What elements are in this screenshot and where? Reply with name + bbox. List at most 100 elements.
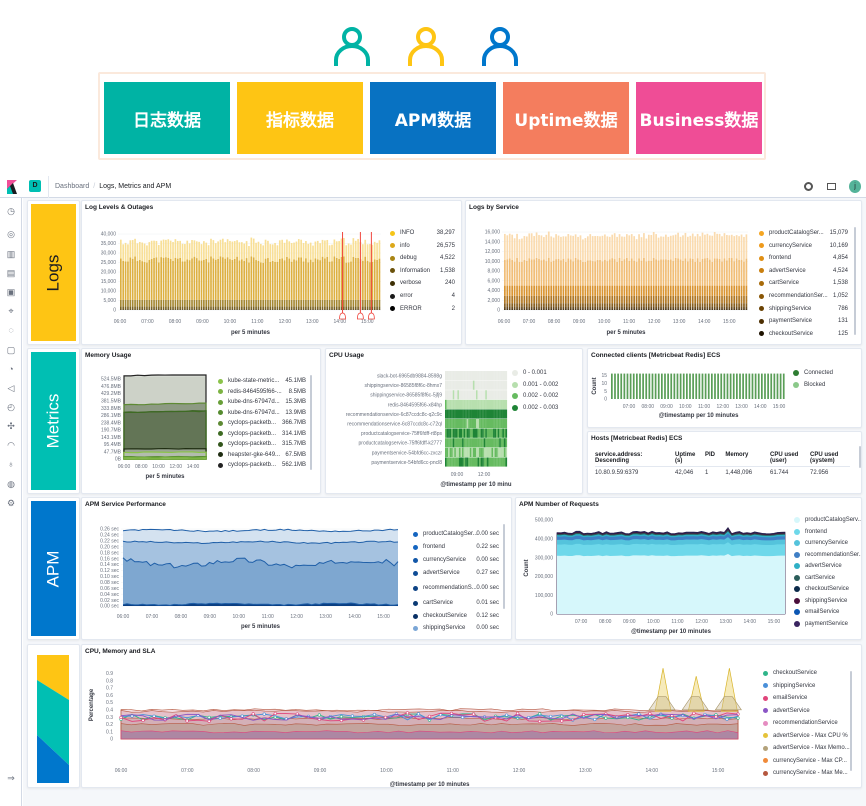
- column-header-pid[interactable]: PID: [705, 452, 726, 467]
- bell-annotation-icon[interactable]: [339, 312, 346, 320]
- legend-item[interactable]: heapster-gke-649... 67.5MB: [218, 450, 306, 460]
- legend-item[interactable]: productCatalogServ...: [794, 515, 861, 525]
- legend-item[interactable]: advertService 0.27 sec: [413, 568, 499, 578]
- legend-item[interactable]: shippingService 786: [759, 304, 848, 314]
- compass-icon[interactable]: ◎: [7, 229, 15, 239]
- legend-item[interactable]: advertService - Max Memo...: [763, 743, 850, 753]
- data-type-tile[interactable]: Business数据: [636, 82, 762, 154]
- legend-item[interactable]: checkoutService 125: [759, 329, 848, 339]
- legend-item[interactable]: checkoutService 0.12 sec: [413, 611, 499, 621]
- canvas-icon[interactable]: ▣: [6, 287, 16, 297]
- legend-item[interactable]: kube-dns-67947d... 13.9MB: [218, 408, 306, 418]
- legend-scrollbar[interactable]: [503, 524, 505, 609]
- legend-item[interactable]: Information 1,538: [390, 266, 455, 276]
- legend-item[interactable]: paymentService: [794, 619, 848, 629]
- legend-item[interactable]: debug 4,522: [390, 253, 455, 263]
- legend-item[interactable]: advertService - Max CPU %: [763, 731, 848, 741]
- legend-item[interactable]: 0.002 - 0.003: [512, 403, 558, 413]
- legend-item[interactable]: error 4: [390, 291, 455, 301]
- table-scrollbar[interactable]: [859, 446, 861, 468]
- legend-item[interactable]: 0.001 - 0.002: [512, 380, 558, 390]
- data-type-tile[interactable]: 指标数据: [237, 82, 363, 154]
- monitoring-icon[interactable]: ◍: [7, 479, 15, 489]
- legend-item[interactable]: frontend 4,854: [759, 253, 848, 263]
- newsfeed-mail-icon[interactable]: [827, 183, 836, 190]
- column-header-memory[interactable]: Memory: [725, 452, 770, 467]
- help-icon[interactable]: [804, 182, 813, 191]
- legend-item[interactable]: currencyService 0.00 sec: [413, 555, 499, 565]
- legend-item[interactable]: cyclops-packetb... 315.7MB: [218, 439, 306, 449]
- legend-item[interactable]: currencyService - Max Me...: [763, 768, 848, 778]
- kibana-logo-icon[interactable]: [5, 179, 19, 195]
- legend-item[interactable]: verbose 240: [390, 278, 455, 288]
- column-header-uptime[interactable]: Uptime (s): [675, 452, 705, 467]
- bell-annotation-icon[interactable]: [367, 312, 375, 320]
- legend-item[interactable]: recommendationS... 0.00 sec: [413, 583, 499, 593]
- legend-scrollbar[interactable]: [310, 375, 312, 470]
- dev-tools-icon[interactable]: ♁: [7, 459, 15, 469]
- dashboard-icon[interactable]: ▤: [6, 268, 16, 278]
- legend-item[interactable]: emailService: [763, 693, 807, 703]
- maps-icon[interactable]: ⌖: [8, 306, 14, 316]
- legend-item[interactable]: cyclops-packetb... 314.1MB: [218, 429, 306, 439]
- legend-item[interactable]: currencyService - Max CP...: [763, 756, 847, 766]
- legend-item[interactable]: checkoutService: [763, 668, 817, 678]
- legend-item[interactable]: advertService: [794, 561, 842, 571]
- bell-annotation-icon[interactable]: [356, 312, 364, 320]
- legend-item[interactable]: kube-dns-67947d... 15.3MB: [218, 397, 306, 407]
- legend-item[interactable]: currencyService 10,169: [759, 241, 848, 251]
- legend-item[interactable]: currencyService: [794, 538, 848, 548]
- legend-item[interactable]: cyclops-packetb... 366.7MB: [218, 418, 306, 428]
- legend-item[interactable]: frontend: [794, 527, 827, 537]
- siem-icon[interactable]: ✣: [7, 421, 15, 431]
- column-header-cpu-system[interactable]: CPU used (system): [810, 452, 850, 467]
- legend-item[interactable]: recommendationSer... 1,052: [759, 291, 848, 301]
- legend-item[interactable]: ERROR 2: [390, 304, 455, 314]
- legend-item[interactable]: productCatalogSer... 0.00 sec: [413, 529, 499, 539]
- legend-item[interactable]: Blocked: [793, 380, 825, 390]
- legend-item[interactable]: cartService: [794, 573, 835, 583]
- legend-item[interactable]: productCatalogSer... 15,079: [759, 228, 848, 238]
- visualize-icon[interactable]: ▥: [6, 249, 16, 259]
- management-icon[interactable]: ⚙: [6, 498, 16, 508]
- legend-item[interactable]: advertService 4,524: [759, 266, 848, 276]
- breadcrumb-dashboard-link[interactable]: Dashboard: [55, 183, 90, 190]
- legend-item[interactable]: shippingService: [794, 596, 847, 606]
- legend-item[interactable]: cyclops-packetb... 562.1MB: [218, 460, 306, 470]
- legend-item[interactable]: recommendationSer...: [794, 550, 861, 560]
- ml-icon[interactable]: ◌: [8, 325, 14, 335]
- legend-item[interactable]: paymentService 131: [759, 316, 848, 326]
- column-header-cpu-user[interactable]: CPU used (user): [770, 452, 810, 467]
- legend-item[interactable]: Connected: [793, 368, 833, 378]
- logs-icon[interactable]: ◔: [8, 364, 14, 374]
- legend-scrollbar[interactable]: [850, 671, 852, 771]
- data-type-tile[interactable]: Uptime数据: [503, 82, 629, 154]
- legend-item[interactable]: 0 - 0.001: [512, 368, 547, 378]
- collapse-nav-icon[interactable]: ⇒: [7, 773, 15, 783]
- legend-item[interactable]: frontend 0.22 sec: [413, 542, 499, 552]
- legend-item[interactable]: info 26,575: [390, 241, 455, 251]
- data-type-tile[interactable]: APM数据: [370, 82, 496, 154]
- legend-item[interactable]: shippingService: [763, 681, 815, 691]
- user-avatar[interactable]: j: [849, 180, 861, 193]
- legend-item[interactable]: redis-8464595f66-... 8.5MB: [218, 387, 306, 397]
- legend-item[interactable]: cartService 0.01 sec: [413, 598, 499, 608]
- space-avatar[interactable]: D: [29, 180, 41, 192]
- legend-item[interactable]: emailService: [794, 607, 839, 617]
- legend-item[interactable]: INFO 38,297: [390, 228, 455, 238]
- data-type-tile[interactable]: 日志数据: [104, 82, 230, 154]
- legend-item[interactable]: cartService 1,538: [759, 278, 848, 288]
- legend-item[interactable]: advertService: [763, 706, 810, 716]
- legend-item[interactable]: checkoutService: [794, 584, 849, 594]
- infra-icon[interactable]: ▢: [6, 345, 16, 355]
- graph-icon[interactable]: ◠: [7, 440, 15, 450]
- uptime-icon[interactable]: ◴: [7, 402, 15, 412]
- legend-item[interactable]: recommendationService: [763, 718, 838, 728]
- legend-item[interactable]: 0.002 - 0.002: [512, 391, 558, 401]
- column-header-service-address[interactable]: service.address: Descending: [595, 452, 675, 467]
- legend-scrollbar[interactable]: [854, 227, 856, 335]
- legend-item[interactable]: shippingService 0.00 sec: [413, 623, 499, 633]
- apm-icon[interactable]: ◁: [7, 383, 15, 393]
- clock-icon[interactable]: ◷: [7, 206, 15, 216]
- legend-item[interactable]: kube-state-metric... 45.1MB: [218, 376, 306, 386]
